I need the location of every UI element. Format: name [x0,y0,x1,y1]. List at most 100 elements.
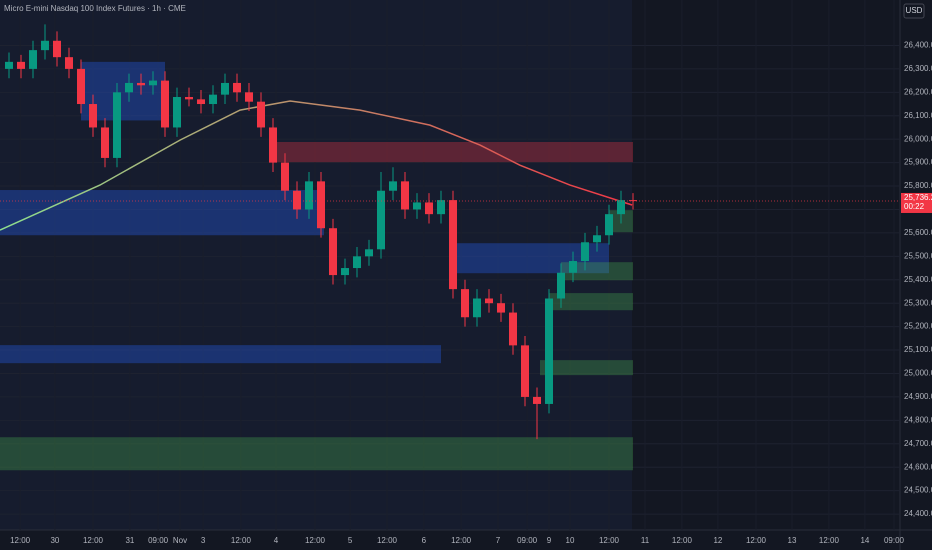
candle-body [365,249,373,257]
y-tick-label: 24,400.00 [904,509,932,518]
x-tick-label: 09:00 [517,536,538,545]
zone [540,360,633,376]
candle-body [29,50,37,69]
zone [276,141,633,163]
candle-body [65,57,73,69]
x-tick-label: 12:00 [10,536,31,545]
y-tick-label: 25,000.00 [904,369,932,378]
y-tick-label: 25,600.00 [904,228,932,237]
candle-body [533,396,541,404]
y-tick-label: 25,400.00 [904,275,932,284]
y-tick-label: 24,900.00 [904,392,932,401]
candle-body [173,97,181,128]
x-tick-label: 12 [713,536,722,545]
y-tick-label: 25,800.00 [904,181,932,190]
y-tick-label: 26,400.00 [904,41,932,50]
candle-body [377,190,385,250]
marks [0,24,900,440]
candle-body [581,242,589,262]
candle-body [125,82,133,93]
candle-body [317,181,325,229]
y-tick-label: 24,600.00 [904,462,932,471]
x-tick-label: 10 [566,536,575,545]
candle-body [185,97,193,100]
zone [561,262,633,281]
candle-body [5,61,13,69]
y-tick-label: 24,700.00 [904,439,932,448]
candle-body [53,40,61,58]
x-tick-label: 12:00 [819,536,840,545]
candle-body [89,104,97,128]
x-tick-label: 6 [422,536,427,545]
zones [0,61,633,471]
x-tick-label: 12:00 [672,536,693,545]
x-tick-label: 7 [496,536,501,545]
y-tick-label: 26,100.00 [904,111,932,120]
candle-body [425,202,433,215]
candle-body [521,345,529,397]
candle-body [545,298,553,404]
zone [0,437,633,471]
candle-body [341,268,349,276]
candle-body [161,80,169,128]
candle-body [281,162,289,191]
candle-body [233,82,241,93]
candle-body [401,181,409,210]
candle-body [257,101,265,128]
x-tick-label: Nov [173,536,187,545]
x-tick-label: 12:00 [451,536,472,545]
candle-body [593,235,601,243]
x-tick-label: 5 [348,536,353,545]
candle-body [113,92,121,158]
zone [0,345,441,364]
x-tick-label: 31 [125,536,134,545]
y-tick-label: 25,200.00 [904,322,932,331]
candle-body [473,298,481,318]
grid [0,44,900,515]
candle-body [245,92,253,102]
x-tick-label: 9 [547,536,552,545]
last-price-box [901,192,932,213]
y-tick-label: 24,800.00 [904,415,932,424]
labels: 24,400.00 24,500.00 24,600.00 24,700.00 24,8… [10,41,932,545]
x-tick-label: 14 [860,536,869,545]
chart-title: Micro E-mini Nasdaq 100 Index Futures · … [4,4,186,13]
y-tick-label: 25,500.00 [904,251,932,260]
candle-body [293,190,301,210]
x-tick-label: 09:00 [884,536,905,545]
y-tick-label: 26,200.00 [904,87,932,96]
candle-body [17,61,25,69]
y-tick-label: 25,300.00 [904,298,932,307]
x-tick-label: 30 [50,536,59,545]
candle-body [605,214,613,236]
currency-box [903,3,925,19]
zone [549,293,633,311]
candle-body [353,256,361,269]
y-tick-label: 26,300.00 [904,64,932,73]
candle-body [329,228,337,276]
currency: USD [906,6,923,15]
candle-body [569,261,577,273]
last-price-label: 25,736.25 [904,193,932,202]
candle-body [449,200,457,290]
candle-body [497,303,505,313]
countdown: 00:22 [904,202,925,211]
y-tick-label: 25,900.00 [904,158,932,167]
x-tick-label: 13 [788,536,797,545]
candle-body [509,312,517,346]
y-tick-label: 26,000.00 [904,134,932,143]
zone [0,190,324,236]
candle-body [137,82,145,86]
x-tick-label: 12:00 [599,536,620,545]
candle-body [305,181,313,210]
candle-body [461,289,469,318]
candle-body [557,272,565,299]
x-tick-label: 3 [201,536,206,545]
candle-body [389,181,397,191]
candle-body [197,99,205,105]
y-tick-label: 24,500.00 [904,486,932,495]
candle-body [413,202,421,210]
x-tick-label: 12:00 [746,536,767,545]
